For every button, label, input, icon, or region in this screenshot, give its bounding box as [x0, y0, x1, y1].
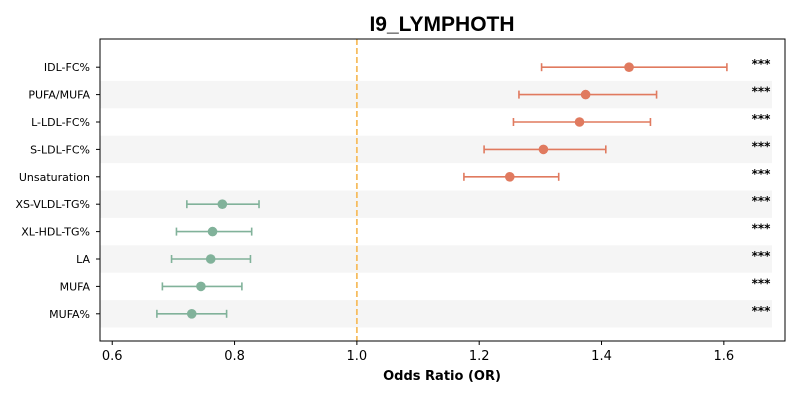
row-band: [100, 135, 772, 164]
significance-label: ***: [752, 222, 772, 236]
point-marker: [504, 172, 515, 182]
y-tick-label: MUFA%: [49, 308, 90, 321]
point-marker: [580, 89, 591, 100]
y-tick-label: MUFA: [60, 280, 91, 293]
point-marker: [196, 281, 206, 292]
y-tick-label: L-LDL-FC%: [31, 116, 90, 129]
y-tick-label: XL-HDL-TG%: [21, 226, 90, 239]
significance-label: ***: [752, 57, 772, 71]
y-tick-label: IDL-FC%: [44, 61, 90, 74]
chart-title: I9_LYMPHOTH: [369, 13, 514, 36]
x-tick-label: 1.2: [469, 349, 490, 364]
point-marker: [574, 117, 585, 127]
x-tick-label: 1.4: [591, 349, 612, 364]
significance-label: ***: [752, 304, 772, 318]
significance-label: ***: [752, 139, 772, 153]
x-tick-label: 1.0: [347, 349, 368, 364]
point-marker: [186, 309, 197, 319]
y-tick-label: XS-VLDL-TG%: [15, 198, 90, 211]
significance-label: ***: [752, 249, 772, 263]
significance-label: ***: [752, 167, 772, 181]
x-tick-label: 1.6: [713, 349, 734, 364]
row-band: [100, 80, 772, 109]
point-marker: [538, 144, 549, 155]
x-axis-label: Odds Ratio (OR): [383, 369, 501, 384]
x-tick-label: 0.8: [224, 349, 245, 364]
significance-label: ***: [752, 194, 772, 208]
plot-frame: [99, 38, 786, 342]
point-markers: [186, 62, 634, 319]
point-marker: [624, 62, 634, 72]
y-tick-label: LA: [76, 253, 90, 266]
y-tick-label: PUFA/MUFA: [28, 89, 90, 102]
y-tick-labels: IDL-FC% PUFA/MUFA L-LDL-FC% S-LDL-FC% Unsatu…: [15, 61, 100, 321]
significance-label: ***: [752, 112, 772, 126]
significance-label: ***: [752, 85, 772, 99]
y-tick-label: Unsaturation: [19, 171, 90, 184]
significance-label: ***: [752, 276, 772, 290]
point-marker: [207, 226, 218, 237]
significance-labels: *** *** *** *** *** *** *** *** *** ***: [752, 57, 772, 318]
point-marker: [217, 199, 228, 209]
x-axis: 0.6 0.8 1.0 1.2 1.4 1.6: [102, 341, 734, 364]
point-marker: [205, 254, 216, 264]
x-tick-label: 0.6: [102, 349, 123, 364]
y-tick-label: S-LDL-FC%: [30, 143, 90, 156]
